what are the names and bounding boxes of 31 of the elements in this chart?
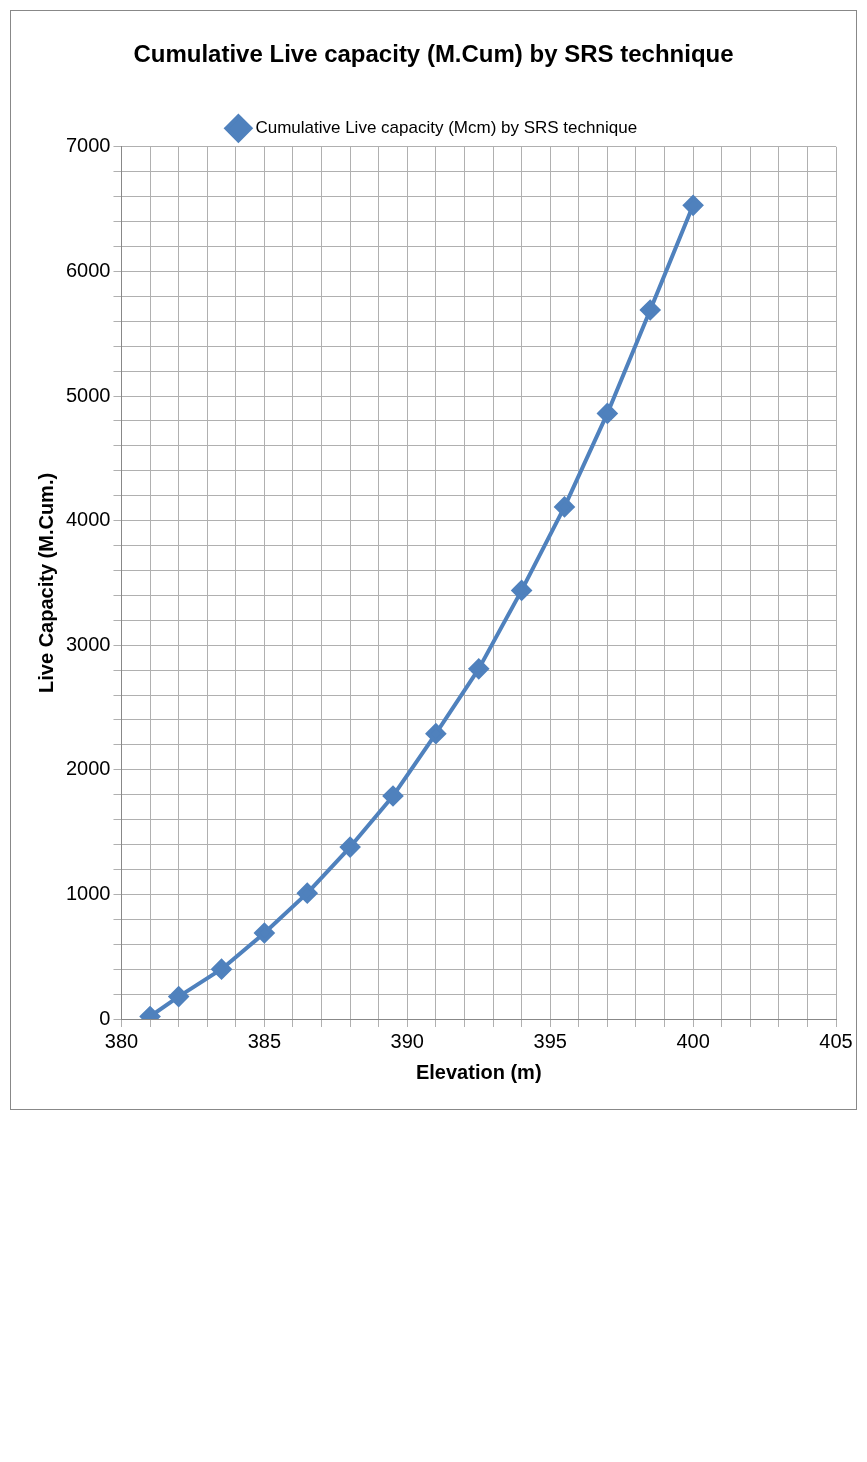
x-axis-title: Elevation (m) (415, 1060, 542, 1083)
x-tick-label: 380 (104, 1029, 139, 1052)
x-tick-label: 390 (390, 1029, 424, 1052)
point (511, 580, 532, 601)
y-axis-title: Live Capacity (M.Cum.) (34, 472, 57, 693)
point (211, 959, 232, 980)
y-tick-label: 0 (99, 1006, 111, 1029)
y-tick-label: 6000 (65, 258, 111, 281)
x-tick-label: 400 (676, 1029, 710, 1052)
point (383, 785, 404, 806)
y-tick-label: 3000 (65, 632, 111, 655)
point (468, 658, 489, 679)
point (297, 883, 318, 904)
legend-label: Cumulative Live capacity (Mcm) by SRS technique (255, 117, 638, 137)
y-tick-label: 2000 (65, 757, 111, 780)
point (340, 837, 361, 858)
point (683, 195, 704, 216)
point (554, 496, 575, 517)
x-tick-label: 395 (533, 1029, 567, 1052)
y-tick-label: 4000 (65, 508, 111, 531)
chart-title: Cumulative Live capacity (M.Cum) by SRS technique (133, 40, 734, 68)
point (597, 403, 618, 424)
point (425, 723, 446, 744)
x-tick-label: 385 (247, 1029, 282, 1052)
x-tick-label: 405 (819, 1029, 853, 1052)
y-tick-label: 5000 (65, 383, 111, 406)
point (168, 986, 189, 1007)
y-tick-label: 1000 (65, 881, 111, 904)
y-tick-label: 7000 (65, 134, 111, 157)
point (640, 300, 661, 321)
point (254, 923, 275, 944)
